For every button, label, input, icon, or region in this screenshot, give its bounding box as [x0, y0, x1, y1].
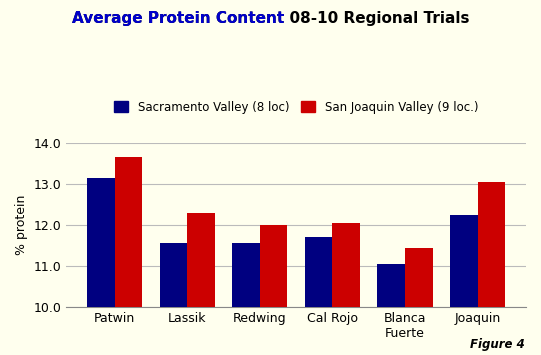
Bar — [305, 237, 332, 355]
Bar — [115, 157, 142, 355]
Bar — [478, 182, 505, 355]
Text: Average Protein Content: Average Protein Content — [72, 11, 289, 26]
Bar — [332, 223, 360, 355]
Bar — [378, 264, 405, 355]
Bar — [87, 178, 115, 355]
Legend: Sacramento Valley (8 loc), San Joaquin Valley (9 loc.): Sacramento Valley (8 loc), San Joaquin V… — [109, 96, 483, 119]
Y-axis label: % protein: % protein — [15, 195, 28, 255]
Bar — [450, 215, 478, 355]
Bar — [260, 225, 287, 355]
Bar — [232, 244, 260, 355]
Bar — [187, 213, 215, 355]
Bar — [405, 247, 433, 355]
Text: Average Protein Content 08-10 Regional Trials: Average Protein Content 08-10 Regional T… — [72, 11, 469, 26]
Text: Figure 4: Figure 4 — [470, 338, 525, 351]
Bar — [160, 244, 187, 355]
